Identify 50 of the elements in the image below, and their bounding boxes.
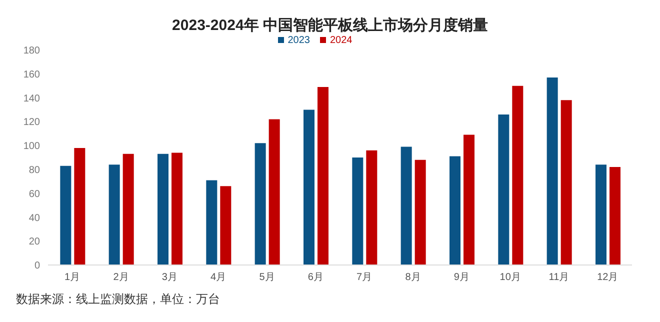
bar	[254, 143, 266, 265]
x-tick-label: 4月	[210, 272, 226, 284]
y-tick-label: 180	[23, 46, 40, 57]
y-tick-label: 0	[34, 260, 40, 272]
x-tick-label: 6月	[308, 272, 324, 284]
y-tick-label: 120	[23, 117, 40, 128]
bar	[546, 77, 558, 265]
bar	[414, 160, 426, 265]
bar	[464, 134, 474, 265]
x-tick-label: 2月	[113, 272, 129, 284]
bar	[220, 186, 232, 265]
bar	[74, 148, 86, 265]
bar	[304, 110, 314, 265]
bar	[122, 154, 134, 265]
x-tick-label: 11月	[548, 272, 570, 284]
y-tick-label: 40	[28, 212, 40, 224]
bar	[172, 152, 182, 265]
bar	[108, 164, 120, 265]
x-tick-label: 3月	[162, 272, 178, 284]
x-tick-label: 9月	[454, 272, 470, 284]
x-tick-label: 5月	[259, 272, 275, 284]
bar	[352, 158, 364, 265]
x-tick-label: 7月	[356, 272, 372, 284]
y-tick-label: 140	[23, 93, 40, 104]
y-tick-label: 60	[28, 188, 40, 200]
source-note: 数据来源：线上监测数据，单位：万台	[16, 291, 221, 308]
bar	[560, 100, 572, 265]
y-tick-label: 80	[28, 164, 40, 176]
chart-title: 2023-2024年 中国智能平板线上市场分月度销量	[171, 16, 489, 35]
bar	[498, 114, 510, 265]
y-tick-label: 160	[23, 69, 40, 80]
bar	[610, 167, 620, 265]
bar	[318, 87, 328, 265]
bar	[366, 150, 378, 265]
x-tick-label: 10月	[500, 272, 521, 284]
bar	[60, 166, 72, 265]
bar	[512, 86, 524, 265]
bar	[400, 146, 412, 265]
bar	[596, 164, 606, 265]
legend-label: 2024	[330, 35, 352, 46]
legend-label: 2023	[288, 35, 310, 46]
y-tick-label: 100	[23, 141, 40, 152]
bar	[450, 156, 460, 265]
bar	[206, 180, 218, 265]
x-tick-label: 12月	[597, 272, 618, 284]
x-tick-label: 8月	[405, 272, 421, 284]
y-tick-label: 20	[28, 236, 40, 248]
bar	[268, 119, 280, 265]
x-tick-label: 1月	[64, 272, 80, 284]
bar	[158, 154, 168, 265]
